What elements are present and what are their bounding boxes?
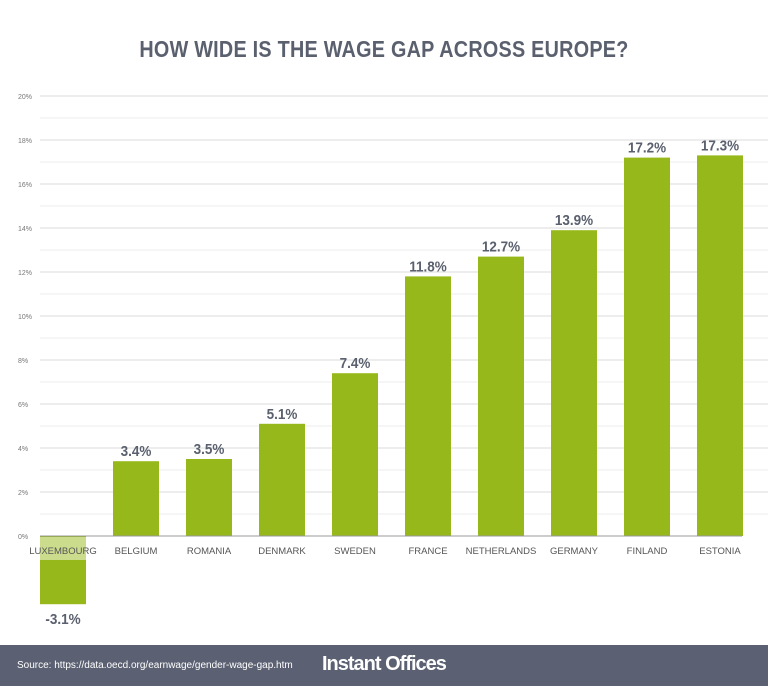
bar-netherlands bbox=[478, 256, 524, 536]
x-tick-label: ESTONIA bbox=[699, 546, 741, 557]
bar-chart: 0% 2% 4% 6% 8% 10% 12% 14% 16% 18% 20% -3.1% 3.4% 3.5… bbox=[18, 94, 768, 629]
y-tick-label: 4% bbox=[18, 446, 28, 453]
x-tick-label: FRANCE bbox=[408, 546, 447, 557]
bar-belgium bbox=[113, 461, 159, 536]
y-tick-label: 10% bbox=[18, 314, 32, 321]
y-tick-label: 8% bbox=[18, 358, 28, 365]
data-label: 17.3% bbox=[701, 138, 740, 155]
bar-germany bbox=[551, 230, 597, 536]
y-tick-label: 0% bbox=[18, 534, 28, 541]
bar-finland bbox=[624, 157, 670, 536]
data-label: 17.2% bbox=[628, 140, 667, 157]
x-tick-label: DENMARK bbox=[258, 546, 306, 557]
x-tick-label: FINLAND bbox=[627, 546, 668, 557]
y-tick-label: 18% bbox=[18, 138, 32, 145]
bar-romania bbox=[186, 459, 232, 536]
y-tick-label: 20% bbox=[18, 94, 32, 101]
y-tick-label: 12% bbox=[18, 270, 32, 277]
instant-offices-logo: Instant Offices bbox=[322, 653, 447, 675]
x-tick-label: BELGIUM bbox=[115, 546, 158, 557]
data-label: -3.1% bbox=[45, 612, 81, 629]
y-tick-label: 16% bbox=[18, 182, 32, 189]
data-label: 3.4% bbox=[121, 444, 152, 461]
label-band bbox=[40, 537, 86, 560]
chart-title: HOW WIDE IS THE WAGE GAP ACROSS EUROPE? bbox=[139, 36, 629, 62]
data-label: 11.8% bbox=[409, 259, 447, 276]
x-tick-label: GERMANY bbox=[550, 546, 599, 557]
data-label: 5.1% bbox=[267, 406, 298, 423]
data-label: 13.9% bbox=[555, 213, 594, 230]
y-tick-label: 2% bbox=[18, 490, 28, 497]
bar-denmark bbox=[259, 423, 305, 536]
y-tick-label: 14% bbox=[18, 226, 32, 233]
bar-sweden bbox=[332, 373, 378, 536]
data-label: 7.4% bbox=[340, 356, 371, 373]
bar-france bbox=[405, 276, 451, 536]
source-text: Source: https://data.oecd.org/earnwage/g… bbox=[17, 660, 293, 671]
x-tick-label: NETHERLANDS bbox=[466, 546, 537, 557]
x-tick-label: SWEDEN bbox=[334, 546, 376, 557]
x-tick-label: LUXEMBOURG bbox=[29, 546, 97, 557]
data-label: 3.5% bbox=[194, 441, 225, 458]
footer: Source: https://data.oecd.org/earnwage/g… bbox=[0, 645, 768, 686]
data-label: 12.7% bbox=[482, 239, 521, 256]
x-tick-label: ROMANIA bbox=[187, 546, 232, 557]
y-tick-label: 6% bbox=[18, 402, 28, 409]
bar-estonia bbox=[697, 155, 743, 536]
